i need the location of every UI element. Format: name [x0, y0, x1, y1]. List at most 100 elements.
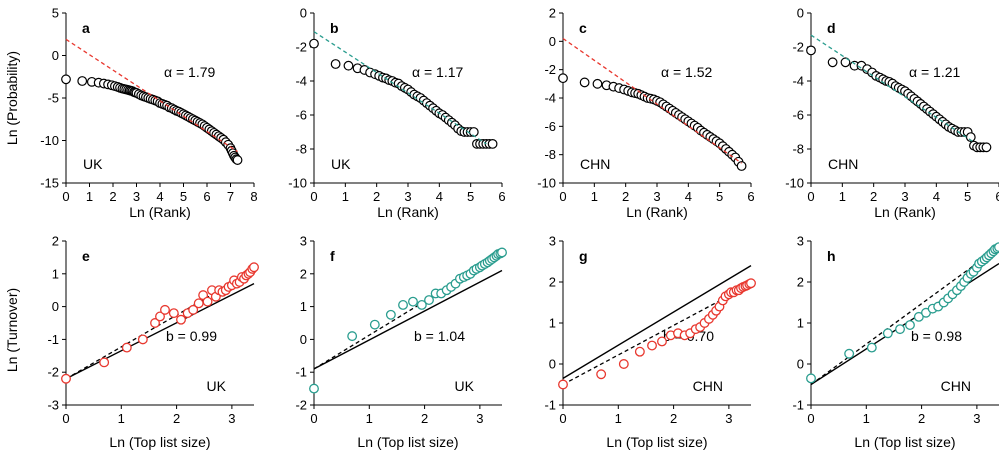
x-tick-label: 3 — [228, 411, 235, 426]
x-tick-label: 3 — [725, 411, 732, 426]
data-point — [618, 359, 629, 369]
data-point — [61, 74, 71, 85]
panel-e: 0 1 2 3 -3 -2 -1 0 1 2 Ln (Top list size) e UK b = 0.… — [47, 234, 259, 450]
x-tick-label: 4 — [156, 189, 163, 204]
data-point — [150, 318, 160, 328]
annotation-label: b = 0.99 — [166, 328, 217, 344]
country-label: UK — [331, 156, 351, 172]
x-tick-label: 7 — [227, 189, 234, 204]
x-tick-label: 1 — [863, 411, 870, 426]
y-tick-label: -10 — [40, 133, 59, 148]
x-tick-label: 2 — [373, 189, 380, 204]
x-tick-label: 4 — [436, 189, 443, 204]
data-point — [398, 300, 408, 310]
country-label: CHN — [941, 378, 971, 394]
y-tick-label: -2 — [47, 365, 59, 380]
y-tick-label: 1 — [52, 266, 59, 281]
data-point — [592, 78, 603, 89]
x-tick-label: 1 — [591, 189, 598, 204]
data-point — [232, 155, 243, 165]
x-tick-label: 2 — [918, 411, 925, 426]
y-tick-label: -10 — [785, 176, 804, 191]
y-tick-label: -2 — [544, 62, 556, 77]
y-tick-label: -2 — [295, 398, 307, 413]
y-tick-label: -6 — [544, 119, 556, 134]
country-label: CHN — [580, 156, 610, 172]
panel-label: f — [330, 248, 335, 264]
data-point — [994, 242, 999, 253]
x-tick-label: 0 — [559, 189, 566, 204]
y-tick-label: -15 — [40, 176, 59, 191]
data-point — [424, 295, 434, 305]
y-tick-label: -2 — [295, 40, 307, 55]
y-tick-label: 1 — [300, 299, 307, 314]
x-axis-label: Ln (Rank) — [129, 204, 190, 220]
x-tick-label: 1 — [615, 411, 622, 426]
x-tick-label: 5 — [180, 189, 187, 204]
panel-label: e — [82, 248, 90, 264]
y-tick-label: 2 — [797, 275, 804, 290]
x-tick-label: 3 — [901, 189, 908, 204]
data-point — [905, 320, 915, 331]
x-tick-label: 3 — [133, 189, 140, 204]
x-tick-label: 5 — [964, 189, 971, 204]
fit-line — [65, 38, 238, 153]
x-tick-label: 3 — [653, 189, 660, 204]
data-point — [558, 379, 568, 390]
panel-label: h — [827, 248, 836, 264]
x-tick-label: 2 — [421, 411, 428, 426]
x-tick-label: 0 — [310, 411, 317, 426]
x-tick-label: 0 — [310, 189, 317, 204]
x-axis-label: Ln (Top list size) — [854, 434, 955, 450]
fit-line — [562, 37, 742, 164]
x-tick-label: 1 — [839, 189, 846, 204]
x-tick-label: 0 — [62, 411, 69, 426]
panel-label: b — [330, 20, 339, 36]
data-point — [188, 304, 199, 315]
data-point — [77, 76, 88, 86]
x-tick-label: 6 — [995, 189, 999, 204]
data-point — [416, 300, 427, 310]
x-tick-label: 3 — [973, 411, 980, 426]
data-point — [579, 77, 590, 88]
annotation-label: α = 1.17 — [412, 64, 464, 80]
y-tick-label: -1 — [295, 365, 307, 380]
data-point — [827, 57, 838, 68]
x-tick-label: 1 — [342, 189, 349, 204]
x-tick-label: 0 — [62, 189, 69, 204]
x-tick-label: 6 — [747, 189, 754, 204]
data-point — [634, 346, 645, 357]
y-tick-label: 2 — [300, 266, 307, 281]
data-point — [193, 298, 204, 309]
data-point — [981, 142, 992, 153]
data-point — [736, 161, 747, 171]
panel-b: 0 1 2 3 4 5 6 -10 -8 -6 -4 -2 0 Ln (Rank) b UK α = 1.17 — [288, 6, 505, 221]
y-tick-label: -1 — [47, 332, 59, 347]
data-point — [309, 38, 319, 49]
y-tick-label: 0 — [300, 6, 307, 21]
data-point — [866, 342, 877, 353]
data-point — [385, 309, 396, 320]
annotation-label: α = 1.52 — [661, 64, 713, 80]
y-tick-label: 0 — [300, 332, 307, 347]
data-point — [806, 45, 816, 56]
x-tick-label: 3 — [404, 189, 411, 204]
x-tick-label: 1 — [366, 411, 373, 426]
x-axis-label: Ln (Rank) — [377, 204, 438, 220]
country-label: CHN — [693, 378, 723, 394]
data-point — [895, 324, 905, 335]
panel-label: c — [579, 20, 587, 36]
annotation-label: α = 1.79 — [164, 64, 216, 80]
y-tick-label: -8 — [295, 142, 307, 157]
country-label: CHN — [828, 156, 858, 172]
data-point — [844, 348, 855, 359]
x-tick-label: 0 — [807, 411, 814, 426]
reference-line — [313, 269, 503, 370]
y-tick-label: -3 — [47, 398, 59, 413]
x-tick-label: 0 — [559, 411, 566, 426]
reference-line — [562, 264, 752, 379]
x-tick-label: 4 — [933, 189, 940, 204]
